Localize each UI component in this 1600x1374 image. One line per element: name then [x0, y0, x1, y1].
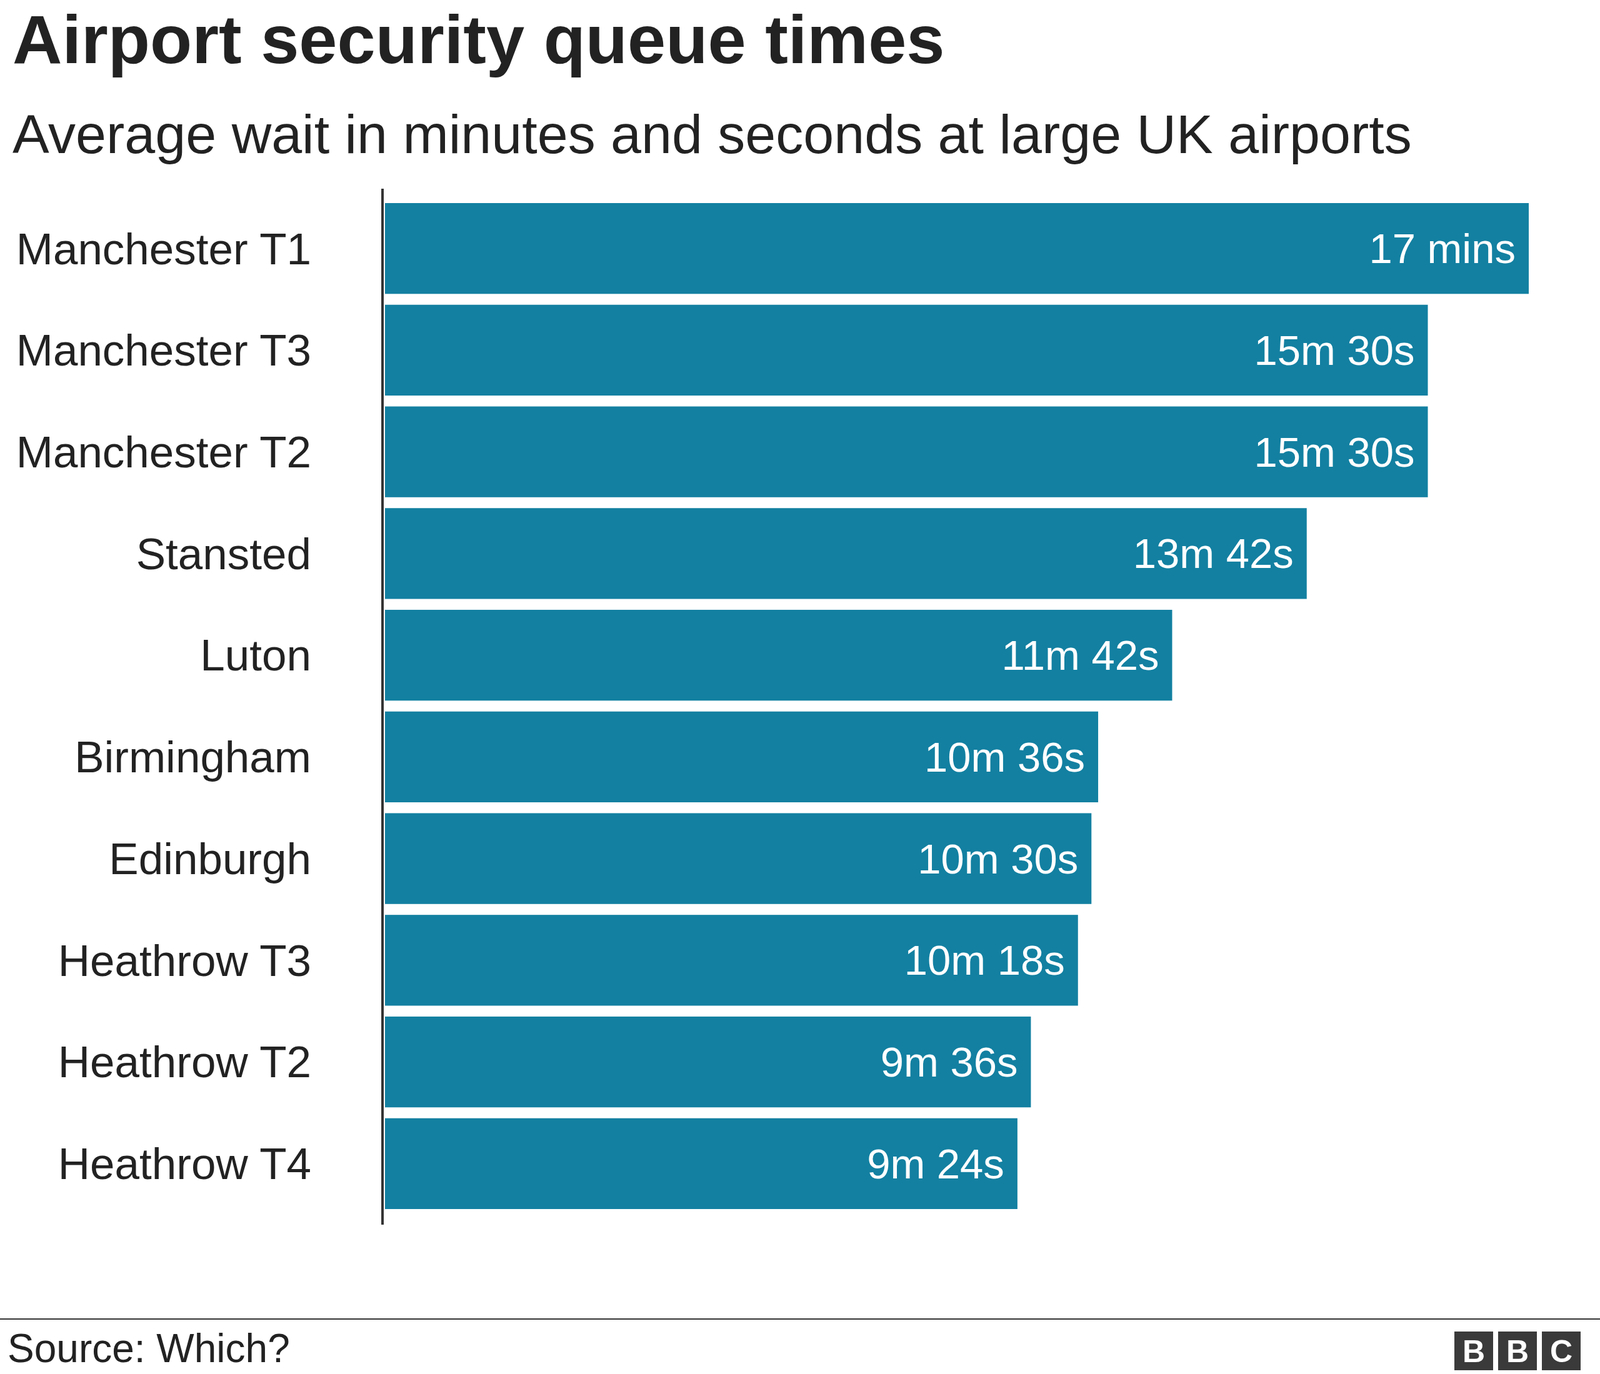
- data-label: 11m 42s: [1001, 631, 1159, 679]
- bar: [385, 508, 1307, 599]
- bars: [385, 203, 1529, 1210]
- data-label: 9m 36s: [880, 1038, 1019, 1086]
- tick-label: Heathrow T4: [58, 1139, 312, 1189]
- tick: Manchester T1: [16, 224, 383, 274]
- source: Source: Which?: [7, 1326, 290, 1372]
- logo-letter: C: [1550, 1334, 1573, 1370]
- data-label: 9m 24s: [866, 1140, 1005, 1188]
- title: Airport security queue times: [12, 0, 945, 78]
- y-axis: Manchester T1 Manchester T3 Manchester T2 S…: [16, 188, 383, 1225]
- bar: [385, 1016, 1031, 1108]
- logo-letter: B: [1462, 1334, 1485, 1370]
- bar: [385, 711, 1099, 803]
- bar: [385, 203, 1529, 294]
- tick: Luton: [200, 630, 383, 680]
- tick-label: Manchester T2: [16, 427, 312, 477]
- tick-label: Birmingham: [74, 732, 312, 782]
- footer-rule: [0, 1318, 1600, 1320]
- tick: Heathrow T3: [58, 936, 383, 986]
- tick: Manchester T3: [16, 325, 383, 375]
- tick: Edinburgh: [108, 834, 383, 884]
- bar: [385, 406, 1429, 497]
- axis-line: [381, 188, 384, 1225]
- bar: [385, 915, 1079, 1006]
- bar: [385, 1118, 1018, 1210]
- tick: Heathrow T2: [58, 1037, 383, 1087]
- tick-label: Edinburgh: [108, 834, 312, 884]
- tick-label: Heathrow T2: [58, 1037, 312, 1087]
- data-label: 13m 42s: [1133, 530, 1294, 577]
- tick-label: Stansted: [136, 529, 312, 579]
- tick: Heathrow T4: [58, 1139, 383, 1189]
- data-label: 10m 30s: [917, 835, 1079, 883]
- bar: [385, 610, 1172, 701]
- bar: [385, 305, 1429, 396]
- logo: BBC: [1454, 1331, 1581, 1371]
- data-label: 10m 18s: [904, 936, 1065, 984]
- tick-label: Luton: [200, 630, 312, 680]
- data-label: 17 mins: [1368, 225, 1516, 272]
- tick-label: Manchester T3: [16, 325, 312, 375]
- tick-label: Manchester T1: [16, 224, 312, 274]
- subtitle: Average wait in minutes and seconds at l…: [12, 103, 1412, 165]
- logo-box: [1541, 1331, 1581, 1371]
- data-labels: 17 mins 15m 30s 15m 30s 13m 42s 11m 42s 10m 3…: [866, 225, 1516, 1188]
- tick-label: Heathrow T3: [58, 936, 312, 986]
- tick: Birmingham: [74, 732, 383, 782]
- tick: Stansted: [136, 529, 383, 579]
- data-label: 15m 30s: [1254, 326, 1415, 374]
- data-label: 10m 36s: [924, 733, 1085, 781]
- tick: Manchester T2: [16, 427, 383, 477]
- bar: [385, 813, 1092, 904]
- chart: Airport security queue times Average wait…: [0, 0, 1600, 1374]
- logo-letter: B: [1506, 1334, 1529, 1370]
- logo-box: [1454, 1331, 1494, 1371]
- data-label: 15m 30s: [1254, 428, 1415, 476]
- logo-box: [1498, 1331, 1537, 1371]
